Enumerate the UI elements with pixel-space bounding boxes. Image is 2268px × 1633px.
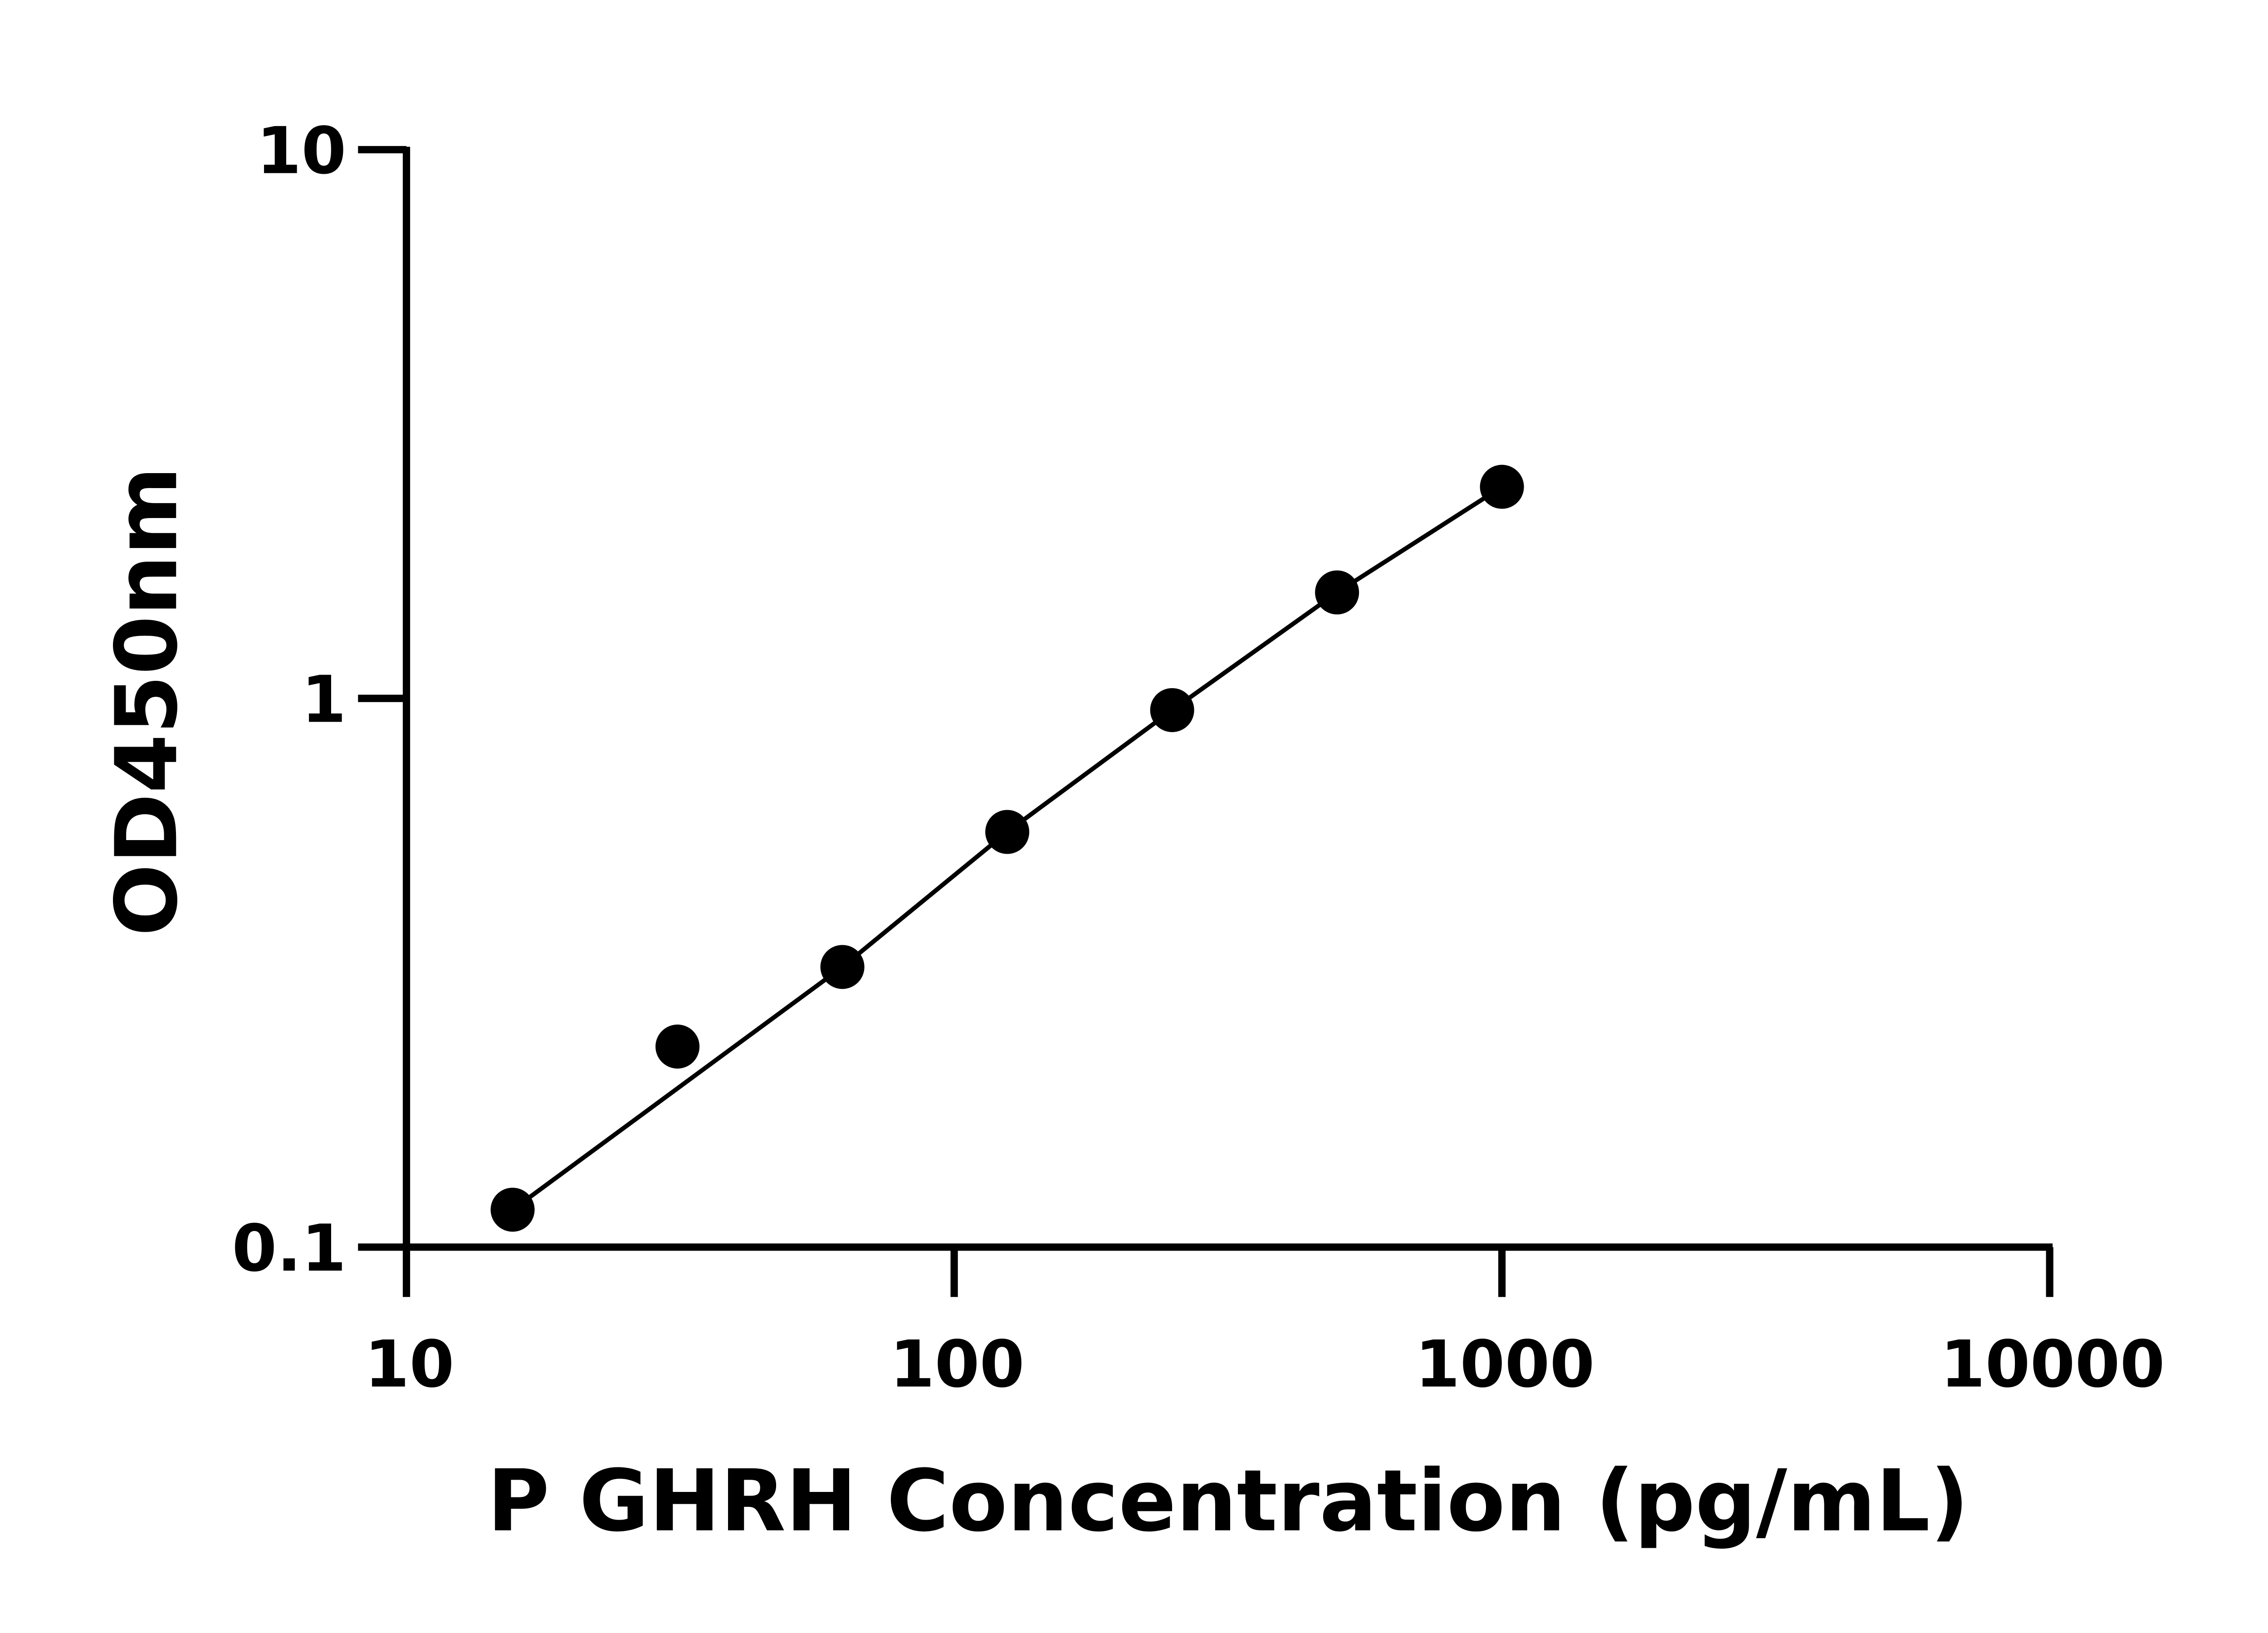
y-axis-label: OD450nm bbox=[98, 466, 196, 936]
fit-line bbox=[511, 485, 1503, 1212]
y-tick-label: 0.1 bbox=[232, 1211, 346, 1286]
data-point bbox=[1480, 464, 1524, 509]
x-tick-label: 100 bbox=[890, 1327, 1025, 1402]
x-tick-label: 1000 bbox=[1415, 1327, 1595, 1402]
data-point bbox=[820, 945, 865, 989]
data-point bbox=[1150, 688, 1194, 732]
y-tick-label: 10 bbox=[256, 113, 346, 189]
data-point bbox=[490, 1188, 535, 1232]
data-point bbox=[655, 1024, 700, 1069]
fit-curve bbox=[511, 485, 1503, 1212]
x-axis-label: P GHRH Concentration (pg/mL) bbox=[487, 1452, 1969, 1551]
data-points bbox=[490, 464, 1524, 1232]
x-tick-label: 10 bbox=[364, 1327, 454, 1402]
data-point bbox=[1315, 570, 1359, 615]
axes: 10 100 1000 10000 0.1 1 10 bbox=[232, 113, 2165, 1402]
y-tick-label: 1 bbox=[301, 662, 346, 737]
x-tick-label: 10000 bbox=[1941, 1327, 2165, 1402]
data-point bbox=[985, 810, 1030, 854]
